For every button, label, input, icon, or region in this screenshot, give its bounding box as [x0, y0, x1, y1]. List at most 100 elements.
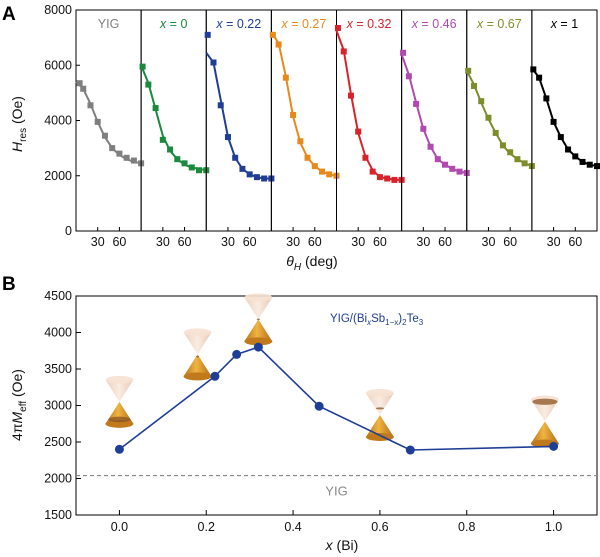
panel-a-data-point	[405, 73, 412, 80]
panel-a-data-point	[311, 163, 318, 170]
panel-a-data-point	[514, 156, 521, 163]
panel-b-reference-label: YIG	[325, 484, 347, 499]
panel-a-xtick-label: 30	[286, 235, 300, 249]
dirac-cone-upper	[105, 379, 134, 402]
panel-a-xtick-label: 30	[482, 235, 496, 249]
panel-a-data-point	[196, 167, 203, 174]
panel-a-data-point	[442, 161, 449, 168]
dirac-cone	[365, 388, 394, 441]
panel-a-data-point	[557, 134, 564, 141]
dirac-cone	[530, 395, 559, 448]
panel-a-data-point	[543, 95, 550, 102]
dirac-cone-lower-rim	[183, 372, 212, 381]
dirac-cone-fill-level	[256, 318, 260, 321]
panel-a-xtick-label: 30	[221, 235, 235, 249]
panel-a-data-point	[384, 175, 391, 182]
panel-b-data-line	[118, 346, 554, 451]
panel-a-xtick-label: 30	[416, 235, 430, 249]
dirac-cone-lower-rim	[244, 337, 273, 346]
panel-a-series-label: x = 1	[550, 17, 578, 31]
panel-a-data-point	[239, 165, 246, 172]
panel-a-series-label: x = 0.67	[476, 17, 522, 31]
panel-a-subplot: 30 60 x = 0	[139, 9, 210, 249]
panel-a-data-point	[319, 168, 326, 175]
panel-a-data-point	[304, 154, 311, 161]
panel-b-xtick-label: 0.8	[458, 520, 475, 534]
panel-a-subplot: 30 60 x = 0.46	[400, 9, 470, 249]
panel-a-series-label: x = 0.27	[281, 17, 327, 31]
panel-b-label: B	[2, 274, 16, 295]
panel-a-xtick-label: 60	[308, 235, 322, 249]
panel-a-data-point	[478, 98, 485, 105]
panel-b-ytick-label: 3000	[44, 399, 72, 413]
panel-a-data-point	[499, 142, 506, 149]
panel-a-xtick-label: 30	[91, 235, 105, 249]
dirac-cone-upper-rim	[183, 328, 212, 337]
panel-b-annotation: YIG/(BixSb1−x)2Te3	[330, 313, 424, 327]
panel-a-fit-line	[75, 81, 142, 165]
panel-a-data-point	[530, 66, 537, 73]
panel-a-ytick-label: 2000	[44, 169, 72, 183]
panel-a-fit-line	[335, 30, 402, 181]
panel-a-data-point	[579, 158, 586, 165]
panel-a-data-point	[275, 41, 282, 48]
panel-b-xtick-label: 1.0	[545, 520, 562, 534]
panel-a-subplot: 30 60 x = 0.22	[204, 9, 275, 249]
panel-a-data-point	[246, 171, 253, 178]
panel-a-fit-line	[531, 67, 598, 168]
panel-b-data-point	[314, 401, 324, 411]
panel-b-ytick-label: 4000	[44, 326, 72, 340]
panel-a-data-point	[536, 74, 543, 81]
dirac-cone-fill-level	[196, 355, 200, 358]
panel-a-xtick-label: 30	[156, 235, 170, 249]
panel-a-subplot: 30 60 x = 1	[530, 9, 600, 249]
panel-b-xtick-label: 0.6	[371, 520, 388, 534]
panel-a-data-point	[188, 164, 195, 171]
panel-a-data-point	[369, 168, 376, 175]
panel-a-data-point	[253, 174, 260, 181]
panel-a-data-point	[204, 31, 211, 38]
panel-a-ytick-label: 8000	[44, 3, 72, 17]
dirac-cone-lower	[530, 421, 559, 444]
panel-a-data-point	[355, 128, 362, 135]
panel-a-xtick-label: 60	[178, 235, 192, 249]
panel-a-fit-line	[270, 31, 337, 177]
panel-b-xtick-label: 0.4	[284, 520, 301, 534]
panel-a-ytick-label: 4000	[44, 114, 72, 128]
panel-a-data-point	[101, 132, 108, 139]
panel-b-chart: 1500 2000 2500 3000 3500 4000 4500 0.0 0.2 0.4 0.6…	[44, 289, 598, 534]
panel-a-subplot: 30 60 x = 0.67	[465, 9, 535, 249]
dirac-cone-fill-level	[108, 416, 131, 423]
panel-a-data-point	[167, 146, 174, 153]
panel-b-data-point	[114, 444, 124, 454]
panel-a-series-label: x = 0.46	[411, 17, 457, 31]
panel-a-data-point	[456, 168, 463, 175]
panel-a-data-point	[376, 174, 383, 181]
panel-a-data-point	[413, 100, 420, 107]
panel-a-data-point	[261, 175, 268, 182]
panel-a-data-point	[347, 92, 354, 99]
panel-a-data-point	[586, 161, 593, 168]
panel-a-data-point	[550, 118, 557, 125]
dirac-cone	[244, 293, 273, 346]
panel-a-data-point	[210, 59, 217, 66]
panel-a-data-point	[340, 48, 347, 55]
panel-a-data-point	[145, 81, 152, 88]
panel-a-series-label: x = 0.32	[346, 17, 392, 31]
panel-a-xtick-label: 60	[568, 235, 582, 249]
panel-b-ylabel: 4πMeff (Oe)	[9, 369, 29, 441]
panel-a-data-point	[334, 24, 341, 31]
panel-a-subplot-frame	[531, 9, 598, 232]
panel-a-data-point	[290, 111, 297, 118]
panel-a-subplot: 30 60 x = 0.32	[334, 9, 405, 249]
panel-a-fit-line	[400, 53, 467, 174]
panel-a-data-point	[139, 63, 146, 70]
panel-a-xtick-label: 60	[373, 235, 387, 249]
panel-a-series-label: x = 0	[159, 17, 187, 31]
panel-b-xlabel: x (Bi)	[325, 537, 359, 553]
panel-a-data-point	[217, 102, 224, 109]
panel-a-subplot: 30 60 YIG	[75, 9, 145, 249]
panel-a-subplot-frame	[140, 9, 207, 232]
panel-a-ylabel: Hres (Oe)	[9, 96, 29, 152]
